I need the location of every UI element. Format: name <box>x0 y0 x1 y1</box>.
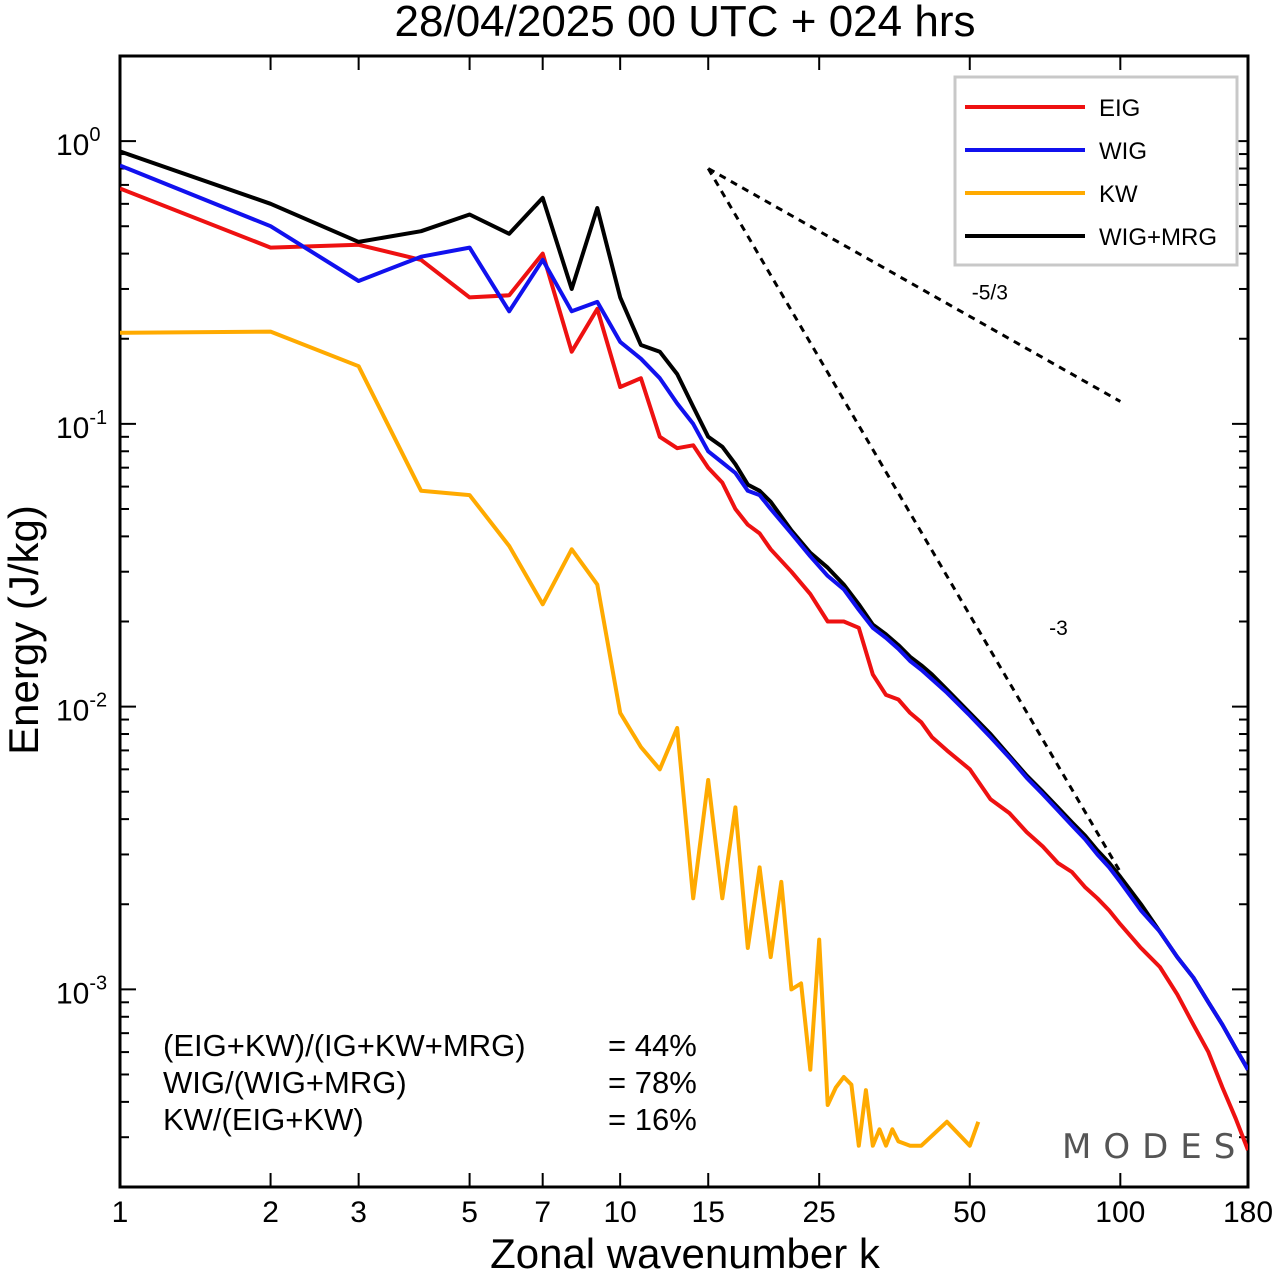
y-tick-label: 10-3 <box>56 972 107 1010</box>
reference-slope-label: -3 <box>1049 617 1068 640</box>
legend-label-kw: KW <box>1099 181 1138 208</box>
y-tick-exponent: -2 <box>89 690 107 712</box>
reference-slope-label: -5/3 <box>972 281 1008 304</box>
y-tick-labels: 100 10-1 10-2 10-3 <box>56 124 107 1010</box>
x-tick-label: 25 <box>803 1196 836 1229</box>
spectrum-series <box>120 149 1248 1151</box>
y-tick-exponent: 0 <box>89 124 100 146</box>
axis-ticks <box>119 55 1249 1188</box>
series-line-eig <box>120 186 1248 1151</box>
stat-label: WIG/(WIG+MRG) <box>163 1065 407 1100</box>
stat-value: = 16% <box>608 1102 697 1137</box>
reference-slopes: -5/3 -3 <box>706 167 1122 873</box>
ratio-statistics: (EIG+KW)/(IG+KW+MRG) = 44% WIG/(WIG+MRG) = … <box>163 1028 697 1137</box>
x-tick-label: 180 <box>1223 1196 1273 1229</box>
legend: EIG WIG KW WIG+MRG <box>953 75 1239 267</box>
x-axis-label: Zonal wavenumber k <box>490 1230 881 1277</box>
y-tick-label: 10-2 <box>56 690 107 728</box>
series-line-kw <box>120 329 981 1148</box>
x-tick-label: 1 <box>112 1196 129 1229</box>
x-tick-label: 10 <box>603 1196 636 1229</box>
reference-slope-line <box>707 167 1122 403</box>
series-line-wig <box>120 163 1248 1071</box>
y-tick-exponent: -1 <box>89 407 107 429</box>
legend-label-eig: EIG <box>1099 95 1140 122</box>
legend-label-wig: WIG <box>1099 138 1147 165</box>
x-tick-label: 50 <box>953 1196 986 1229</box>
modes-watermark: MODES <box>1062 1127 1247 1167</box>
x-tick-label: 5 <box>461 1196 478 1229</box>
x-tick-labels: 1 2 3 5 7 10 15 25 50 100 180 <box>112 1196 1273 1229</box>
chart-title: 28/04/2025 00 UTC + 024 hrs <box>395 0 976 46</box>
y-tick-label: 10-1 <box>56 407 107 445</box>
x-tick-label: 15 <box>692 1196 725 1229</box>
y-axis-label: Energy (J/kg) <box>0 505 47 755</box>
x-tick-label: 3 <box>350 1196 367 1229</box>
stat-label: (EIG+KW)/(IG+KW+MRG) <box>163 1028 526 1063</box>
reference-slope-line <box>706 167 1122 873</box>
x-tick-label: 100 <box>1095 1196 1145 1229</box>
y-tick-exponent: -3 <box>89 972 107 994</box>
stat-value: = 78% <box>608 1065 697 1100</box>
x-tick-label: 7 <box>534 1196 551 1229</box>
x-tick-label: 2 <box>262 1196 279 1229</box>
series-line-wig-mrg <box>120 149 1248 1071</box>
y-tick-label: 100 <box>56 124 101 162</box>
legend-label-wig-mrg: WIG+MRG <box>1099 224 1217 251</box>
stat-value: = 44% <box>608 1028 697 1063</box>
stat-label: KW/(EIG+KW) <box>163 1102 364 1137</box>
